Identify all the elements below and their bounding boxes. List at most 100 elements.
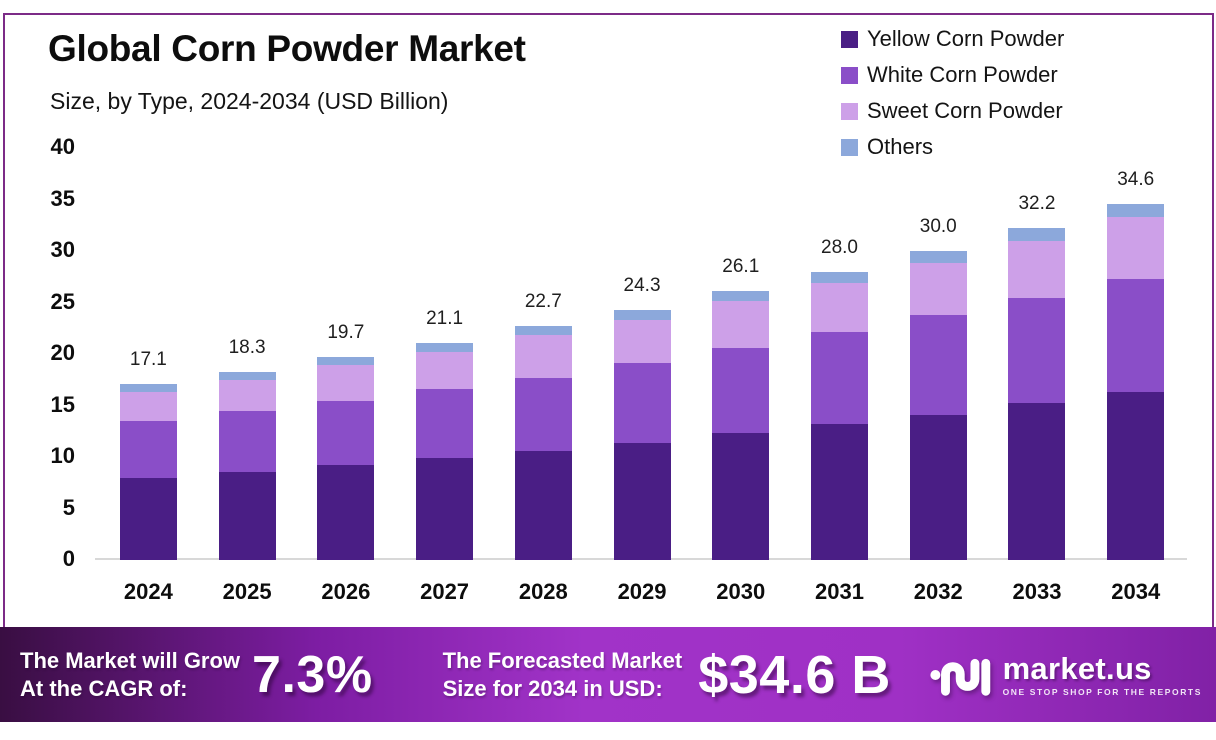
bar-segment-yellow-corn-powder bbox=[1107, 392, 1165, 560]
bar-column-2027: 21.1 2027 bbox=[395, 145, 494, 604]
y-tick-label: 35 bbox=[50, 185, 75, 211]
bar-segment-sweet-corn-powder bbox=[119, 392, 177, 421]
bar-segment-white-corn-powder bbox=[613, 363, 671, 443]
bar-segment-white-corn-powder bbox=[119, 420, 177, 478]
x-axis-label: 2029 bbox=[617, 579, 667, 604]
stacked-bar bbox=[1107, 203, 1165, 560]
stacked-bar bbox=[119, 383, 177, 560]
cagr-label-line2: At the CAGR of: bbox=[20, 675, 188, 701]
x-axis-label: 2033 bbox=[1012, 579, 1062, 604]
y-tick-label: 15 bbox=[50, 391, 75, 417]
legend-item-others: Others bbox=[841, 134, 1064, 160]
bar-segment-white-corn-powder bbox=[416, 389, 474, 459]
forecast-label-line2: Size for 2034 in USD: bbox=[442, 675, 663, 701]
bar-segment-others bbox=[909, 251, 967, 264]
forecast-value: $34.6 B bbox=[698, 644, 891, 705]
y-tick-label: 0 bbox=[62, 546, 75, 571]
bar-column-2034: 34.6 2034 bbox=[1086, 145, 1185, 604]
legend-item-sweet-corn-powder: Sweet Corn Powder bbox=[841, 98, 1064, 124]
x-axis-label: 2030 bbox=[716, 579, 766, 604]
logo-tagline: ONE STOP SHOP FOR THE REPORTS bbox=[1002, 686, 1202, 697]
bar-segment-sweet-corn-powder bbox=[1107, 217, 1165, 279]
bar-segment-yellow-corn-powder bbox=[218, 472, 276, 560]
y-tick-label: 25 bbox=[50, 288, 75, 314]
stacked-bar bbox=[416, 342, 474, 560]
bottom-banner: The Market will Grow At the CAGR of: 7.3… bbox=[0, 627, 1216, 722]
x-axis-label: 2024 bbox=[123, 579, 173, 604]
market-us-logo: market.us ONE STOP SHOP FOR THE REPORTS bbox=[929, 652, 1202, 698]
legend-swatch-others bbox=[841, 138, 858, 156]
legend-item-yellow-corn-powder: Yellow Corn Powder bbox=[841, 26, 1064, 52]
bar-column-2026: 19.7 2026 bbox=[296, 145, 395, 604]
stacked-bar bbox=[218, 371, 276, 560]
bar-column-2025: 18.3 2025 bbox=[198, 145, 297, 604]
bar-column-2024: 17.1 2024 bbox=[99, 145, 198, 604]
legend-swatch-sweet-corn-powder bbox=[841, 102, 858, 120]
bar-segment-sweet-corn-powder bbox=[909, 263, 967, 315]
cagr-label-line1: The Market will Grow bbox=[20, 647, 241, 673]
logo-text-block: market.us ONE STOP SHOP FOR THE REPORTS bbox=[1003, 653, 1202, 697]
bar-segment-yellow-corn-powder bbox=[613, 442, 671, 560]
bar-column-2030: 26.1 2030 bbox=[691, 145, 790, 604]
bar-column-2031: 28.0 2031 bbox=[790, 145, 889, 604]
bar-segment-others bbox=[1008, 228, 1066, 241]
total-value-label: 21.1 bbox=[426, 307, 464, 329]
total-value-label: 30.0 bbox=[919, 216, 957, 238]
legend-label: White Corn Powder bbox=[867, 62, 1058, 87]
x-axis-label: 2027 bbox=[420, 579, 470, 604]
bar-segment-yellow-corn-powder bbox=[317, 465, 375, 560]
total-value-label: 34.6 bbox=[1117, 168, 1155, 190]
bar-segment-white-corn-powder bbox=[1107, 278, 1165, 393]
total-value-label: 17.1 bbox=[129, 348, 167, 370]
bar-column-2032: 30.0 2032 bbox=[889, 145, 988, 604]
total-value-label: 24.3 bbox=[623, 274, 661, 296]
legend-item-white-corn-powder: White Corn Powder bbox=[841, 62, 1064, 88]
y-tick-label: 10 bbox=[50, 443, 75, 468]
x-axis-label: 2034 bbox=[1111, 579, 1161, 604]
total-value-label: 28.0 bbox=[821, 236, 858, 258]
x-axis-label: 2032 bbox=[913, 579, 963, 604]
y-tick-label: 40 bbox=[50, 134, 75, 159]
total-value-label: 26.1 bbox=[722, 256, 760, 278]
bar-segment-white-corn-powder bbox=[514, 377, 572, 451]
bar-segment-others bbox=[613, 309, 671, 321]
stacked-bar bbox=[317, 357, 375, 560]
y-tick-label: 30 bbox=[50, 237, 75, 262]
bar-segment-yellow-corn-powder bbox=[416, 458, 474, 560]
bar-segment-white-corn-powder bbox=[218, 410, 276, 473]
bar-segment-others bbox=[317, 357, 375, 366]
bar-segment-others bbox=[1107, 203, 1165, 218]
stacked-bar bbox=[712, 291, 770, 560]
legend-swatch-yellow-corn-powder bbox=[841, 30, 858, 48]
bar-segment-white-corn-powder bbox=[909, 314, 967, 415]
bar-segment-sweet-corn-powder bbox=[1008, 240, 1066, 299]
bar-segment-others bbox=[712, 291, 770, 302]
bar-column-2033: 32.2 2033 bbox=[988, 145, 1087, 604]
bar-segment-others bbox=[811, 271, 868, 283]
legend-label: Others bbox=[867, 134, 934, 159]
y-tick-label: 20 bbox=[50, 340, 75, 365]
forecast-label-line1: The Forecasted Market bbox=[442, 647, 683, 673]
bar-segment-white-corn-powder bbox=[317, 401, 375, 466]
bar-segment-sweet-corn-powder bbox=[811, 282, 868, 333]
bar-segment-white-corn-powder bbox=[811, 332, 868, 425]
legend-swatch-white-corn-powder bbox=[841, 66, 858, 84]
bar-segment-yellow-corn-powder bbox=[119, 477, 177, 560]
plot-area: 17.1 2024 18.3 2025 19.7 2026 21.1 2027 22.7 2028… bbox=[99, 145, 1185, 604]
page-subtitle: Size, by Type, 2024-2034 (USD Billion) bbox=[50, 88, 449, 114]
page-title: Global Corn Powder Market bbox=[48, 28, 526, 69]
chart-legend: Yellow Corn Powder White Corn Powder Sweet… bbox=[841, 26, 1064, 160]
bar-segment-sweet-corn-powder bbox=[712, 301, 770, 348]
stacked-bar bbox=[1008, 228, 1066, 560]
bar-segment-yellow-corn-powder bbox=[514, 450, 572, 560]
x-axis-label: 2028 bbox=[518, 579, 568, 604]
stacked-bar bbox=[514, 326, 572, 560]
cagr-label: The Market will Grow At the CAGR of: bbox=[20, 647, 240, 703]
total-value-label: 19.7 bbox=[327, 322, 365, 344]
bar-segment-yellow-corn-powder bbox=[1008, 403, 1066, 560]
bar-segment-white-corn-powder bbox=[712, 347, 770, 434]
bar-segment-others bbox=[218, 371, 276, 380]
total-value-label: 32.2 bbox=[1018, 193, 1056, 215]
bar-segment-others bbox=[514, 326, 572, 336]
bar-segment-yellow-corn-powder bbox=[909, 414, 967, 560]
